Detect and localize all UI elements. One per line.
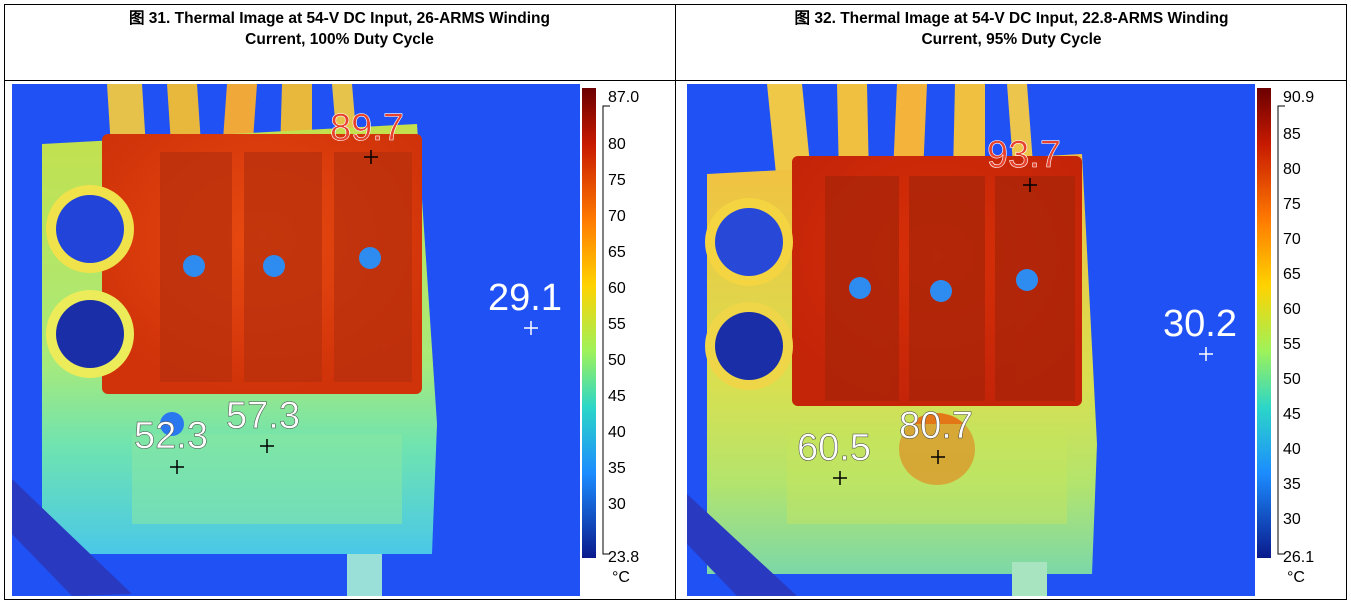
spot-label-4: 60.5 (797, 427, 871, 469)
spot-label-3: 57.3 (226, 395, 300, 437)
svg-text:35: 35 (1283, 476, 1301, 493)
figure-31-panel: 89.7 29.1 57.3 52.3 87.0 80 75 70 65 60 … (12, 84, 664, 596)
spot-label-4: 52.3 (134, 415, 208, 457)
svg-text:40: 40 (608, 424, 626, 441)
spot-label-1: 89.7 (330, 107, 404, 149)
svg-text:75: 75 (1283, 196, 1301, 213)
caption-rule (4, 80, 1347, 81)
figure-31-caption-line-2: Current, 100% Duty Cycle (245, 31, 434, 48)
spot-crosshair-89-7 (364, 150, 378, 164)
inductor-spots (849, 269, 1038, 302)
svg-text:60: 60 (608, 280, 626, 297)
cable (687, 494, 797, 596)
mounting-holes (705, 198, 793, 390)
svg-text:55: 55 (608, 316, 626, 333)
scale-unit: °C (1287, 569, 1305, 586)
spot-crosshair-80-7 (931, 450, 945, 464)
mounting-holes (46, 185, 134, 378)
spot-crosshair-52-3 (170, 460, 184, 474)
svg-text:35: 35 (608, 460, 626, 477)
spot-label-1: 93.7 (987, 134, 1061, 176)
column-divider (675, 4, 676, 600)
spot-crosshair-60-5 (833, 471, 847, 485)
svg-text:30: 30 (1283, 511, 1301, 528)
wire-bundle (767, 84, 1033, 184)
spot-label-3: 80.7 (899, 405, 973, 447)
figure-32-panel: 93.7 30.2 80.7 60.5 90.9 85 80 75 70 65 … (687, 84, 1339, 596)
spot-crosshair-93-7 (1023, 178, 1037, 192)
color-scale-bar (1257, 88, 1271, 558)
figure-32-caption-line-2: Current, 95% Duty Cycle (921, 31, 1102, 48)
scale-max: 90.9 (1283, 89, 1314, 106)
spot-crosshair-30-2 (1199, 347, 1213, 361)
connector (1012, 562, 1047, 596)
svg-text:65: 65 (1283, 266, 1301, 283)
inductor-spots (183, 247, 381, 277)
svg-text:70: 70 (1283, 231, 1301, 248)
svg-text:50: 50 (1283, 371, 1301, 388)
svg-text:50: 50 (608, 352, 626, 369)
svg-text:30: 30 (608, 496, 626, 513)
hotspot (899, 413, 975, 485)
svg-text:45: 45 (608, 388, 626, 405)
spot-crosshair-57-3 (260, 439, 274, 453)
svg-text:75: 75 (608, 172, 626, 189)
svg-text:60: 60 (1283, 301, 1301, 318)
scale-max: 87.0 (608, 89, 639, 106)
svg-text:80: 80 (608, 136, 626, 153)
scale-unit: °C (612, 569, 630, 586)
figure-31-caption: 图 31. Thermal Image at 54-V DC Input, 26… (8, 8, 671, 50)
figure-32-caption: 图 32. Thermal Image at 54-V DC Input, 22… (680, 8, 1343, 50)
spot-crosshair-29-1 (524, 321, 538, 335)
svg-text:45: 45 (1283, 406, 1301, 423)
spot-label-2: 30.2 (1163, 303, 1237, 345)
svg-text:80: 80 (1283, 161, 1301, 178)
figure-32-caption-line-1: 图 32. Thermal Image at 54-V DC Input, 22… (794, 10, 1229, 27)
scale-min: 23.8 (608, 549, 639, 566)
svg-text:40: 40 (1283, 441, 1301, 458)
svg-text:85: 85 (1283, 126, 1301, 143)
cable (12, 479, 132, 596)
figure-31-caption-line-1: 图 31. Thermal Image at 54-V DC Input, 26… (128, 10, 550, 27)
color-scale-bar (582, 88, 596, 558)
thermal-image-31: 89.7 29.1 57.3 52.3 87.0 80 75 70 65 60 … (12, 84, 639, 596)
scale-ticks-31: 80 75 70 65 60 55 50 45 40 35 30 (608, 136, 626, 513)
spot-label-2: 29.1 (488, 277, 562, 319)
scale-min: 26.1 (1283, 549, 1314, 566)
svg-text:65: 65 (608, 244, 626, 261)
scale-ticks-32: 85 80 75 70 65 60 55 50 45 40 35 30 (1283, 126, 1301, 528)
svg-text:55: 55 (1283, 336, 1301, 353)
thermal-image-32: 93.7 30.2 80.7 60.5 90.9 85 80 75 70 65 … (687, 84, 1314, 596)
connector (347, 554, 382, 596)
svg-text:70: 70 (608, 208, 626, 225)
